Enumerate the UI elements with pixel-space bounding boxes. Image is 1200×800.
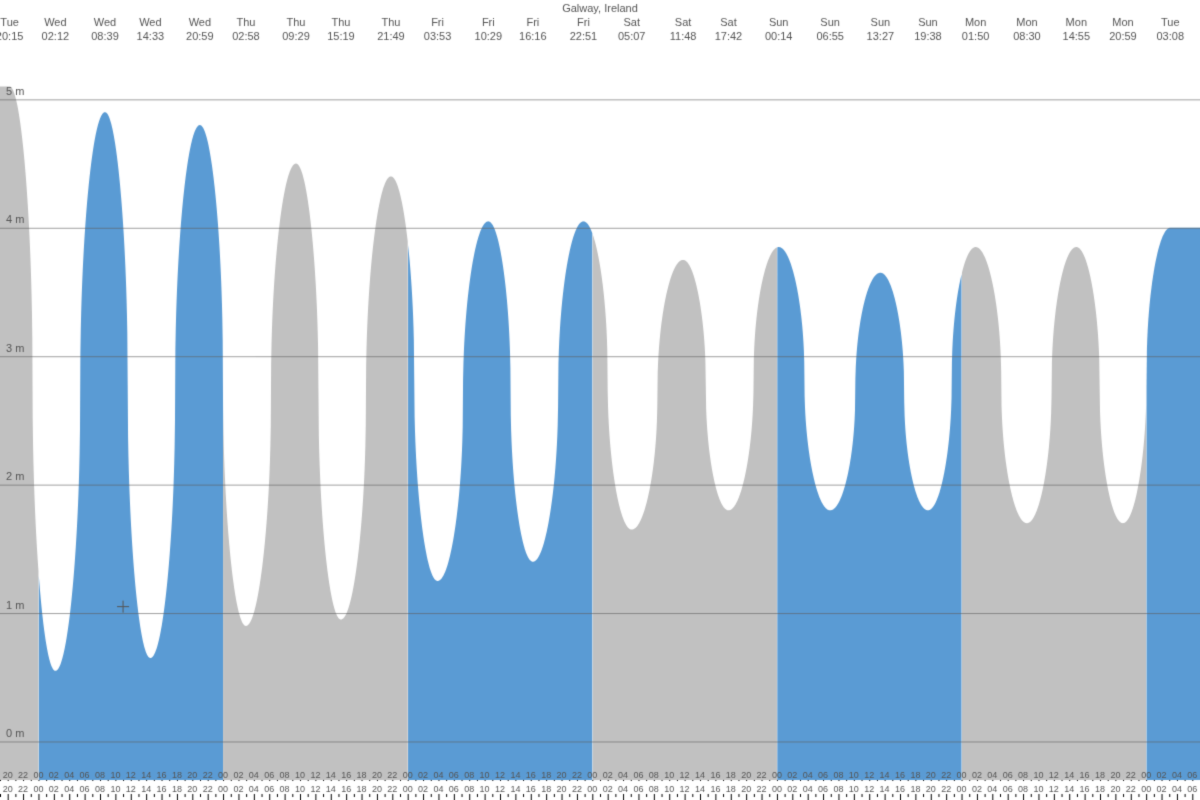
tide-chart: [0, 0, 1200, 800]
